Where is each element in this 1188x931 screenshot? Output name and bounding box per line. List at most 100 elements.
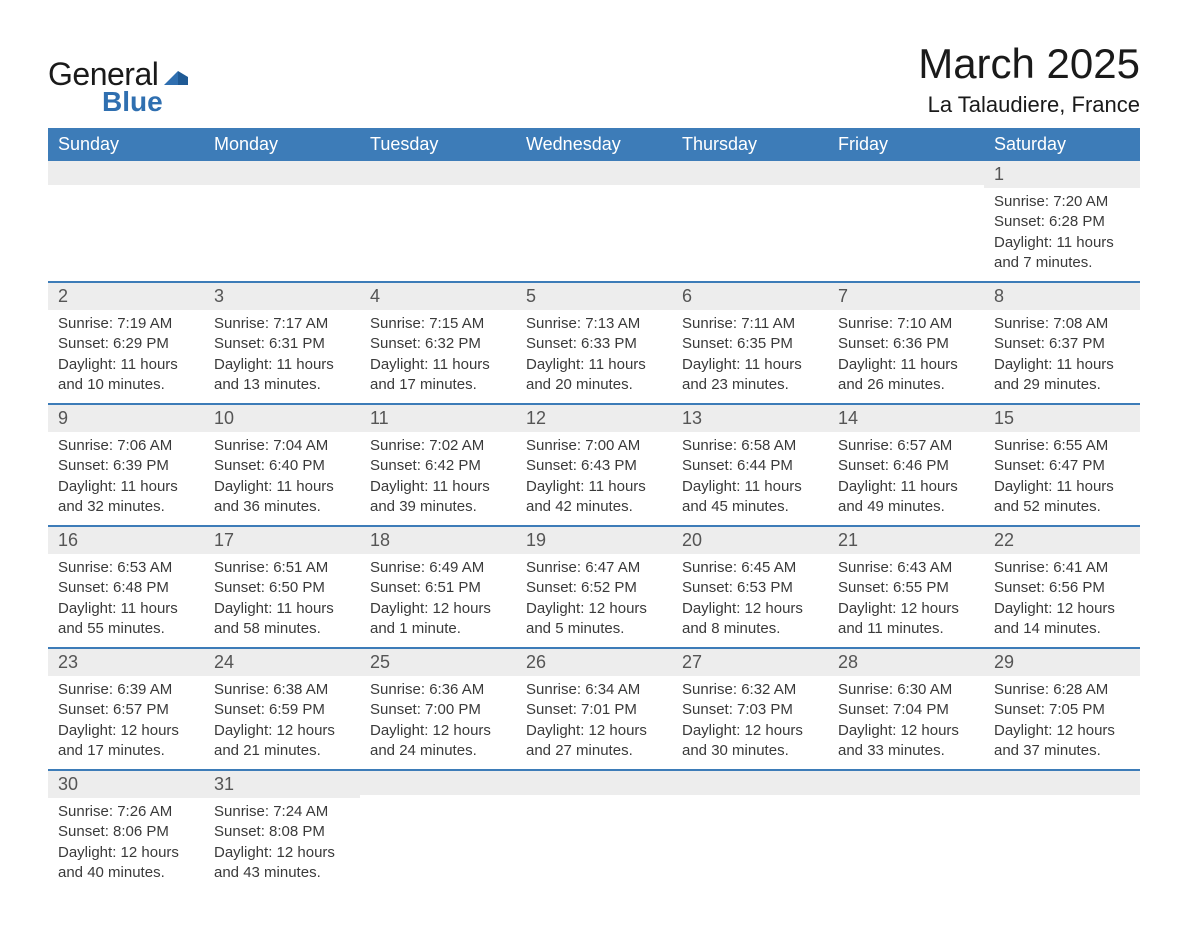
daylight-text: Daylight: 11 hours and 32 minutes. [58,477,194,518]
daylight-text: Daylight: 11 hours and 26 minutes. [838,355,974,396]
day-number [360,161,516,185]
sunset-text: Sunset: 6:55 PM [838,578,974,598]
daylight-text: Daylight: 12 hours and 27 minutes. [526,721,662,762]
day-number: 26 [516,649,672,676]
sunrise-text: Sunrise: 7:17 AM [214,314,350,334]
day-number [828,161,984,185]
daylight-text: Daylight: 11 hours and 55 minutes. [58,599,194,640]
day-cell: 30Sunrise: 7:26 AMSunset: 8:06 PMDayligh… [48,770,204,891]
day-body [48,185,204,263]
day-number: 10 [204,405,360,432]
sunrise-text: Sunrise: 6:43 AM [838,558,974,578]
day-cell [204,161,360,282]
sunset-text: Sunset: 6:48 PM [58,578,194,598]
sunset-text: Sunset: 6:50 PM [214,578,350,598]
day-cell: 25Sunrise: 6:36 AMSunset: 7:00 PMDayligh… [360,648,516,770]
day-body: Sunrise: 6:51 AMSunset: 6:50 PMDaylight:… [204,554,360,647]
sunset-text: Sunset: 6:56 PM [994,578,1130,598]
daylight-text: Daylight: 11 hours and 10 minutes. [58,355,194,396]
day-body [828,185,984,263]
sunset-text: Sunset: 6:42 PM [370,456,506,476]
day-body: Sunrise: 6:53 AMSunset: 6:48 PMDaylight:… [48,554,204,647]
calendar-body: 1Sunrise: 7:20 AMSunset: 6:28 PMDaylight… [48,161,1140,891]
day-number: 9 [48,405,204,432]
daylight-text: Daylight: 12 hours and 30 minutes. [682,721,818,762]
day-number: 21 [828,527,984,554]
day-header: Monday [204,128,360,161]
day-cell: 31Sunrise: 7:24 AMSunset: 8:08 PMDayligh… [204,770,360,891]
day-number: 23 [48,649,204,676]
day-number: 13 [672,405,828,432]
daylight-text: Daylight: 11 hours and 49 minutes. [838,477,974,518]
sunrise-text: Sunrise: 6:57 AM [838,436,974,456]
sunrise-text: Sunrise: 7:02 AM [370,436,506,456]
sunrise-text: Sunrise: 6:47 AM [526,558,662,578]
day-body: Sunrise: 6:55 AMSunset: 6:47 PMDaylight:… [984,432,1140,525]
calendar-table: SundayMondayTuesdayWednesdayThursdayFrid… [48,128,1140,891]
daylight-text: Daylight: 12 hours and 5 minutes. [526,599,662,640]
day-header: Thursday [672,128,828,161]
day-number: 24 [204,649,360,676]
daylight-text: Daylight: 12 hours and 11 minutes. [838,599,974,640]
day-body: Sunrise: 7:13 AMSunset: 6:33 PMDaylight:… [516,310,672,403]
day-cell: 28Sunrise: 6:30 AMSunset: 7:04 PMDayligh… [828,648,984,770]
sunset-text: Sunset: 6:53 PM [682,578,818,598]
week-row: 30Sunrise: 7:26 AMSunset: 8:06 PMDayligh… [48,770,1140,891]
day-body [672,185,828,263]
sunset-text: Sunset: 7:04 PM [838,700,974,720]
day-body [984,795,1140,873]
sunset-text: Sunset: 8:08 PM [214,822,350,842]
sunset-text: Sunset: 6:44 PM [682,456,818,476]
sunset-text: Sunset: 6:40 PM [214,456,350,476]
day-header-row: SundayMondayTuesdayWednesdayThursdayFrid… [48,128,1140,161]
sunrise-text: Sunrise: 6:32 AM [682,680,818,700]
sunset-text: Sunset: 7:03 PM [682,700,818,720]
day-body: Sunrise: 7:00 AMSunset: 6:43 PMDaylight:… [516,432,672,525]
day-cell: 27Sunrise: 6:32 AMSunset: 7:03 PMDayligh… [672,648,828,770]
day-body: Sunrise: 7:20 AMSunset: 6:28 PMDaylight:… [984,188,1140,281]
sunrise-text: Sunrise: 7:00 AM [526,436,662,456]
daylight-text: Daylight: 12 hours and 33 minutes. [838,721,974,762]
day-body: Sunrise: 6:34 AMSunset: 7:01 PMDaylight:… [516,676,672,769]
day-number [828,771,984,795]
sunrise-text: Sunrise: 6:38 AM [214,680,350,700]
sunset-text: Sunset: 6:46 PM [838,456,974,476]
daylight-text: Daylight: 12 hours and 24 minutes. [370,721,506,762]
daylight-text: Daylight: 12 hours and 8 minutes. [682,599,818,640]
day-cell [828,161,984,282]
day-number: 14 [828,405,984,432]
sunset-text: Sunset: 8:06 PM [58,822,194,842]
day-header: Saturday [984,128,1140,161]
daylight-text: Daylight: 12 hours and 43 minutes. [214,843,350,884]
day-number [672,771,828,795]
day-cell: 7Sunrise: 7:10 AMSunset: 6:36 PMDaylight… [828,282,984,404]
day-number: 1 [984,161,1140,188]
day-cell: 11Sunrise: 7:02 AMSunset: 6:42 PMDayligh… [360,404,516,526]
day-cell [360,770,516,891]
day-body: Sunrise: 7:02 AMSunset: 6:42 PMDaylight:… [360,432,516,525]
daylight-text: Daylight: 11 hours and 17 minutes. [370,355,506,396]
sunrise-text: Sunrise: 7:06 AM [58,436,194,456]
day-cell [516,770,672,891]
day-body: Sunrise: 6:32 AMSunset: 7:03 PMDaylight:… [672,676,828,769]
day-cell: 29Sunrise: 6:28 AMSunset: 7:05 PMDayligh… [984,648,1140,770]
sunset-text: Sunset: 6:57 PM [58,700,194,720]
day-number: 15 [984,405,1140,432]
day-body [516,185,672,263]
day-body: Sunrise: 7:15 AMSunset: 6:32 PMDaylight:… [360,310,516,403]
day-number: 29 [984,649,1140,676]
daylight-text: Daylight: 11 hours and 45 minutes. [682,477,818,518]
day-cell: 5Sunrise: 7:13 AMSunset: 6:33 PMDaylight… [516,282,672,404]
daylight-text: Daylight: 12 hours and 14 minutes. [994,599,1130,640]
logo-word2: Blue [102,86,163,118]
sunset-text: Sunset: 6:43 PM [526,456,662,476]
daylight-text: Daylight: 11 hours and 29 minutes. [994,355,1130,396]
daylight-text: Daylight: 11 hours and 7 minutes. [994,233,1130,274]
day-cell: 24Sunrise: 6:38 AMSunset: 6:59 PMDayligh… [204,648,360,770]
sunrise-text: Sunrise: 6:30 AM [838,680,974,700]
day-cell: 14 Sunrise: 6:57 AMSunset: 6:46 PMDayligh… [828,404,984,526]
sunset-text: Sunset: 6:33 PM [526,334,662,354]
sunrise-text: Sunrise: 7:15 AM [370,314,506,334]
logo-mark-icon [164,67,188,85]
day-body: Sunrise: 6:38 AMSunset: 6:59 PMDaylight:… [204,676,360,769]
